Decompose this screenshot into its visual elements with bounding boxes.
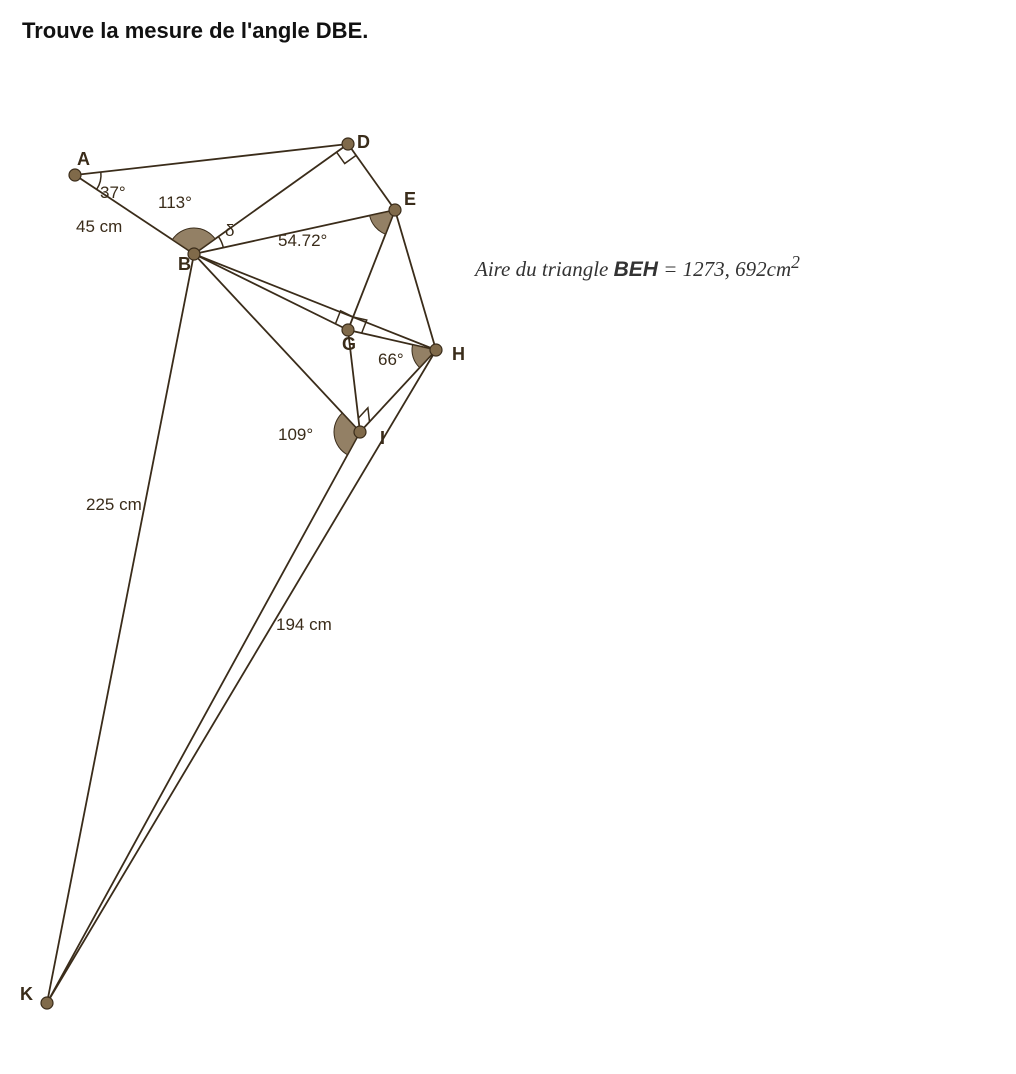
point-label-d: D xyxy=(357,132,370,152)
points-group xyxy=(41,138,442,1009)
angle-arc xyxy=(218,237,223,248)
segment-label: 225 cm xyxy=(86,495,142,514)
edge xyxy=(75,144,348,175)
edge xyxy=(194,254,360,432)
right-angle-marker xyxy=(358,408,369,422)
point-label-g: G xyxy=(342,334,356,354)
point-label-a: A xyxy=(77,149,90,169)
point-a xyxy=(69,169,81,181)
point-k xyxy=(41,997,53,1009)
edge xyxy=(47,432,360,1003)
angle-label: δ xyxy=(225,221,234,240)
angle-label: 113° xyxy=(158,193,192,212)
angle-label: 54.72° xyxy=(278,231,327,250)
point-h xyxy=(430,344,442,356)
edge xyxy=(395,210,436,350)
edge xyxy=(194,254,436,350)
segment-label: 194 cm xyxy=(276,615,332,634)
edge xyxy=(194,254,348,330)
point-label-k: K xyxy=(20,984,33,1004)
edge xyxy=(348,144,395,210)
segment-label: 45 cm xyxy=(76,217,122,236)
point-label-h: H xyxy=(452,344,465,364)
point-i xyxy=(354,426,366,438)
angle-label: 37° xyxy=(100,183,126,202)
point-label-b: B xyxy=(178,254,191,274)
point-e xyxy=(389,204,401,216)
point-label-i: I xyxy=(380,428,385,448)
angle-label: 109° xyxy=(278,425,313,444)
point-d xyxy=(342,138,354,150)
angle-label: 66° xyxy=(378,350,404,369)
point-label-e: E xyxy=(404,189,416,209)
geometry-diagram: A B D E G H I K 37° 113° δ 54.72° 66° 109° 45 cm 225 cm… xyxy=(0,0,1016,1074)
edges-group xyxy=(47,144,436,1003)
edge xyxy=(47,350,436,1003)
right-angle-marker xyxy=(337,152,357,163)
edge xyxy=(47,254,194,1003)
labels-group: A B D E G H I K 37° 113° δ 54.72° 66° 109° 45 cm 225 cm… xyxy=(20,132,465,1004)
angle-arcs-group xyxy=(97,172,436,455)
